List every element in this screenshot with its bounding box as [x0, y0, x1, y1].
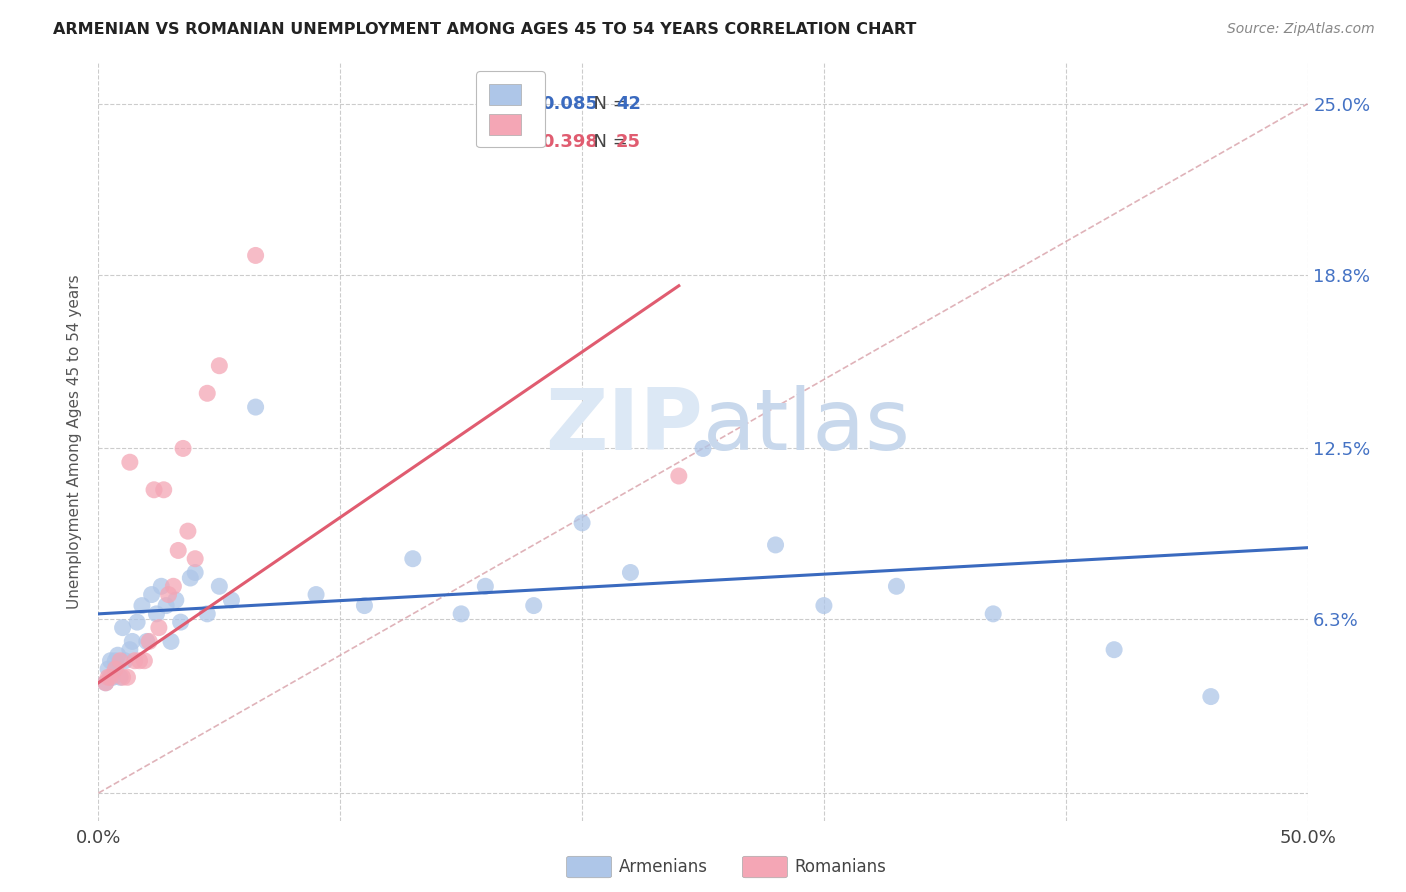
Point [143, 483, 166, 497]
Text: atlas: atlas [703, 384, 911, 468]
Point [886, 579, 908, 593]
Point [167, 543, 190, 558]
Point [94, 675, 117, 690]
Point [179, 571, 201, 585]
Point [208, 359, 231, 373]
Text: N =: N = [582, 133, 634, 151]
Text: R =: R = [508, 133, 546, 151]
Point [172, 442, 194, 456]
Point [765, 538, 787, 552]
Point [135, 634, 157, 648]
Point [1102, 642, 1125, 657]
Point [450, 607, 472, 621]
Point [108, 670, 131, 684]
Text: ZIP: ZIP [546, 384, 703, 468]
Point [97, 670, 120, 684]
Point [177, 524, 200, 538]
Point [118, 642, 141, 657]
Point [108, 654, 131, 668]
Point [94, 675, 117, 690]
Point [162, 579, 184, 593]
Point [668, 469, 690, 483]
Point [195, 386, 218, 401]
Point [121, 634, 143, 648]
Text: R =: R = [508, 95, 546, 113]
Y-axis label: Unemployment Among Ages 45 to 54 years: Unemployment Among Ages 45 to 54 years [67, 274, 83, 609]
Point [141, 588, 163, 602]
Text: 42: 42 [616, 95, 641, 113]
Point [111, 621, 134, 635]
Point [692, 442, 714, 456]
Point [100, 654, 122, 668]
Point [150, 579, 173, 593]
Point [145, 607, 167, 621]
Text: 0.398: 0.398 [541, 133, 598, 151]
Point [523, 599, 546, 613]
Point [148, 621, 170, 635]
Point [107, 648, 129, 663]
Point [221, 593, 243, 607]
Point [184, 551, 207, 566]
Point [111, 670, 134, 684]
Point [305, 588, 328, 602]
Point [131, 599, 153, 613]
Text: 25: 25 [616, 133, 641, 151]
Point [981, 607, 1004, 621]
Point [117, 670, 139, 684]
Point [245, 248, 267, 262]
Text: 0.085: 0.085 [541, 95, 598, 113]
Point [184, 566, 207, 580]
Text: ARMENIAN VS ROMANIAN UNEMPLOYMENT AMONG AGES 45 TO 54 YEARS CORRELATION CHART: ARMENIAN VS ROMANIAN UNEMPLOYMENT AMONG … [53, 22, 917, 37]
Point [155, 599, 177, 613]
Point [157, 588, 180, 602]
Point [124, 654, 146, 668]
Point [1199, 690, 1222, 704]
Point [571, 516, 593, 530]
Point [152, 483, 174, 497]
Legend: , : , [477, 71, 546, 147]
Point [100, 670, 122, 684]
Point [118, 455, 141, 469]
Text: N =: N = [582, 95, 634, 113]
Point [101, 670, 124, 684]
Point [245, 400, 267, 414]
Point [402, 551, 425, 566]
Point [195, 607, 218, 621]
Point [619, 566, 641, 580]
Point [138, 634, 160, 648]
Point [353, 599, 375, 613]
Point [208, 579, 231, 593]
Point [114, 654, 136, 668]
Point [169, 615, 191, 629]
Point [97, 662, 120, 676]
Point [104, 654, 127, 668]
Text: Romanians: Romanians [794, 858, 886, 876]
Point [813, 599, 835, 613]
Point [165, 593, 187, 607]
Point [134, 654, 156, 668]
Point [104, 662, 127, 676]
Text: Source: ZipAtlas.com: Source: ZipAtlas.com [1227, 22, 1375, 37]
Text: Armenians: Armenians [619, 858, 707, 876]
Point [474, 579, 496, 593]
Point [160, 634, 183, 648]
Point [127, 615, 149, 629]
Point [128, 654, 150, 668]
